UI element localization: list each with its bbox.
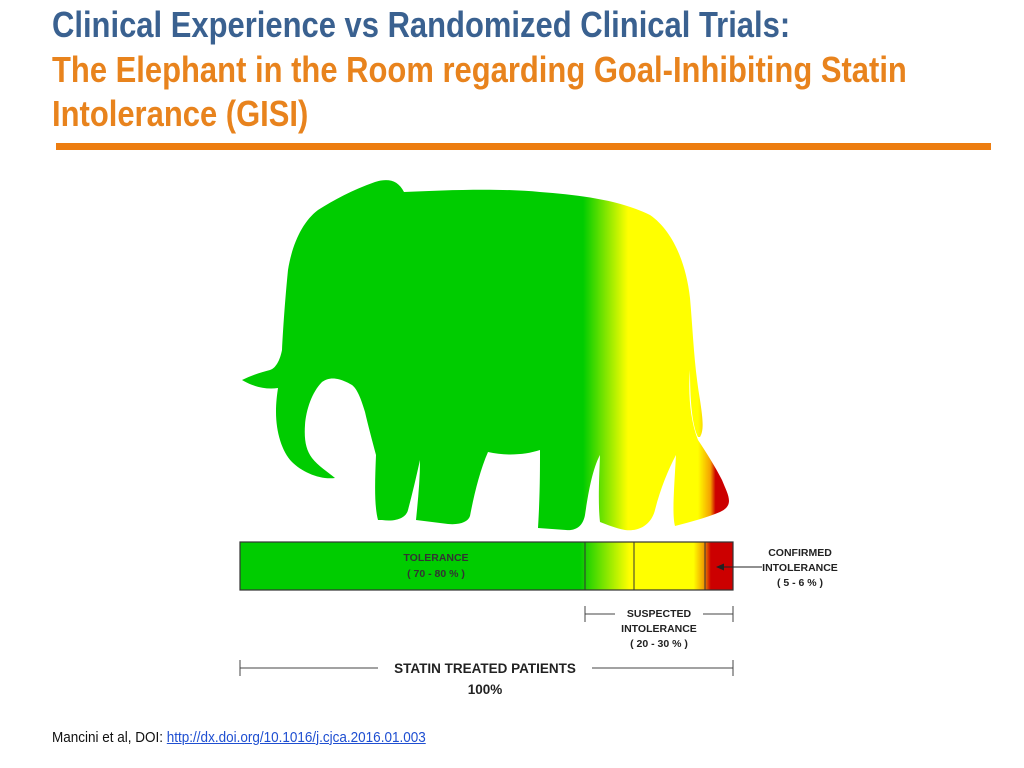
citation-prefix: Mancini et al, DOI: bbox=[52, 729, 167, 746]
suspected-bracket bbox=[584, 606, 734, 622]
elephant-icon bbox=[242, 180, 729, 531]
total-bracket bbox=[239, 660, 734, 676]
confirmed-range: ( 5 - 6 % ) bbox=[777, 577, 823, 589]
confirmed-pointer bbox=[716, 563, 762, 571]
title-line-2: The Elephant in the Room regarding Goal-… bbox=[52, 49, 907, 134]
slide-title: Clinical Experience vs Randomized Clinic… bbox=[52, 2, 1002, 136]
confirmed-label-1: CONFIRMED bbox=[768, 547, 832, 559]
title-line-1: Clinical Experience vs Randomized Clinic… bbox=[52, 4, 791, 45]
total-value: 100% bbox=[468, 682, 503, 697]
total-label: STATIN TREATED PATIENTS bbox=[394, 661, 576, 676]
suspected-label-1: SUSPECTED bbox=[627, 608, 692, 620]
tolerance-label: TOLERANCE bbox=[403, 552, 468, 564]
citation: Mancini et al, DOI: http://dx.doi.org/10… bbox=[52, 729, 426, 746]
doi-link[interactable]: http://dx.doi.org/10.1016/j.cjca.2016.01… bbox=[166, 729, 426, 746]
title-underline-rule bbox=[56, 143, 991, 150]
suspected-label-2: INTOLERANCE bbox=[621, 623, 697, 635]
proportion-bar bbox=[239, 541, 734, 591]
bar-fill bbox=[239, 541, 734, 591]
confirmed-label-2: INTOLERANCE bbox=[762, 562, 838, 574]
suspected-range: ( 20 - 30 % ) bbox=[630, 638, 688, 650]
tolerance-range: ( 70 - 80 % ) bbox=[407, 568, 465, 580]
